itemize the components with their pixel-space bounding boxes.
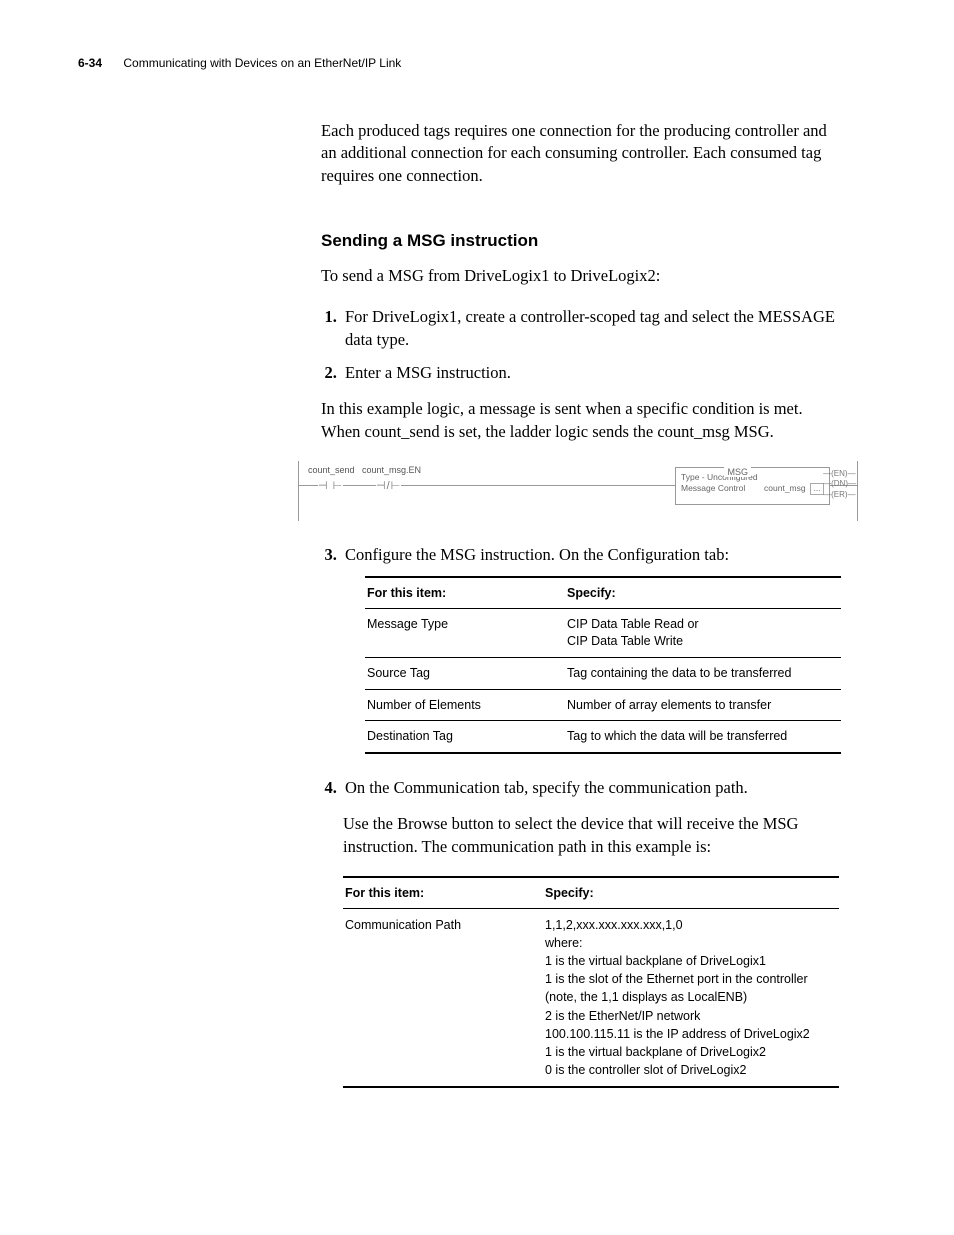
dn-bit: (DN) [831,479,848,488]
table2-header-item: For this item: [343,877,543,909]
step-2: Enter a MSG instruction. [341,361,842,384]
contact1-label: count_send [308,465,355,475]
table-row: Number of Elements Number of array eleme… [365,689,841,721]
table2-r0-a: Communication Path [343,908,543,1087]
table1-r3-a: Destination Tag [365,721,565,753]
msg-status-bits: —(EN)— —(DN)— —(ER)— [823,469,856,500]
step-1-text: For DriveLogix1, create a controller-sco… [345,307,835,349]
table1-r2-b: Number of array elements to transfer [565,689,841,721]
table1-header-specify: Specify: [565,577,841,609]
en-bit: (EN) [831,469,847,478]
xic-contact: ⊣ ⊢ [318,479,343,492]
section-heading: Sending a MSG instruction [321,231,842,251]
table1-r2-a: Number of Elements [365,689,565,721]
table1-r1-b: Tag containing the data to be transferre… [565,657,841,689]
chapter-title: Communicating with Devices on an EtherNe… [123,56,401,70]
intro-paragraph: Each produced tags requires one connecti… [321,120,842,187]
page-number: 6-34 [78,56,102,70]
msg-type-line: Type - Unconfigured [681,472,824,483]
section-lead: To send a MSG from DriveLogix1 to DriveL… [321,265,842,287]
step-4-text: On the Communication tab, specify the co… [345,778,748,797]
table1-r3-b: Tag to which the data will be transferre… [565,721,841,753]
msg-tag-name: count_msg [764,483,806,493]
table-row: Source Tag Tag containing the data to be… [365,657,841,689]
msg-browse-button[interactable]: ... [810,483,824,495]
page-header: 6-34 Communicating with Devices on an Et… [78,56,842,70]
xio-contact: ⊣/⊢ [376,479,401,492]
table1-r0-b: CIP Data Table Read orCIP Data Table Wri… [565,608,841,657]
table-row: Message Type CIP Data Table Read orCIP D… [365,608,841,657]
configuration-table: For this item: Specify: Message Type CIP… [365,576,841,754]
step-4: On the Communication tab, specify the co… [341,776,842,799]
table2-r0-b: 1,1,2,xxx.xxx.xxx.xxx,1,0where:1 is the … [543,908,839,1087]
msg-box-title: MSG [724,467,751,477]
after-step4-paragraph: Use the Browse button to select the devi… [343,813,842,858]
communication-table: For this item: Specify: Communication Pa… [343,876,839,1088]
step-1: For DriveLogix1, create a controller-sco… [341,305,842,351]
msg-instruction-box: MSG Type - Unconfigured Message Control … [675,467,830,505]
table1-header-item: For this item: [365,577,565,609]
step-3: Configure the MSG instruction. On the Co… [341,543,842,566]
between-steps-paragraph: In this example logic, a message is sent… [321,398,842,443]
ladder-diagram: count_send count_msg.EN ⊣ ⊢ ⊣/⊢ MSG Type… [298,461,858,521]
step-2-text: Enter a MSG instruction. [345,363,511,382]
table-row: Destination Tag Tag to which the data wi… [365,721,841,753]
table1-r1-a: Source Tag [365,657,565,689]
table1-r0-a: Message Type [365,608,565,657]
step-3-text: Configure the MSG instruction. On the Co… [345,545,729,564]
msg-control-label: Message Control [681,483,745,493]
table-row: Communication Path 1,1,2,xxx.xxx.xxx.xxx… [343,908,839,1087]
table2-header-specify: Specify: [543,877,839,909]
contact2-label: count_msg.EN [362,465,421,475]
er-bit: (ER) [831,490,847,499]
